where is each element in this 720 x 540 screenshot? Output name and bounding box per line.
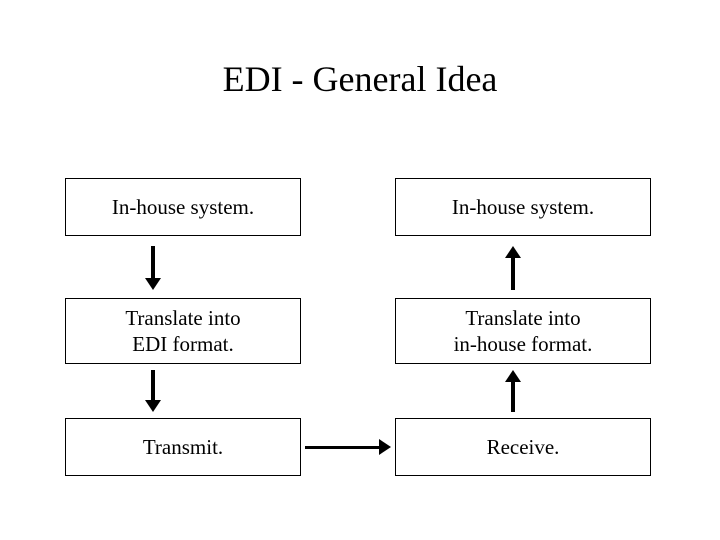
box-label: Receive. [487, 434, 560, 460]
box-translate-inhouse: Translate intoin-house format. [395, 298, 651, 364]
arrow-up-head-icon [505, 370, 521, 382]
arrow-down-icon [151, 370, 155, 400]
box-label: Transmit. [143, 434, 223, 460]
box-label: In-house system. [452, 194, 594, 220]
arrow-down-head-icon [145, 278, 161, 290]
diagram-title: EDI - General Idea [0, 58, 720, 100]
box-label: In-house system. [112, 194, 254, 220]
box-translate-edi: Translate intoEDI format. [65, 298, 301, 364]
box-inhouse-left: In-house system. [65, 178, 301, 236]
arrow-right-icon [305, 446, 379, 449]
box-transmit: Transmit. [65, 418, 301, 476]
arrow-up-icon [511, 382, 515, 412]
arrow-right-head-icon [379, 439, 391, 455]
diagram-canvas: EDI - General Idea In-house system. Tran… [0, 0, 720, 540]
box-label: Translate intoin-house format. [454, 305, 593, 358]
box-receive: Receive. [395, 418, 651, 476]
arrow-down-head-icon [145, 400, 161, 412]
arrow-up-icon [511, 258, 515, 290]
arrow-down-icon [151, 246, 155, 278]
box-label: Translate intoEDI format. [125, 305, 240, 358]
box-inhouse-right: In-house system. [395, 178, 651, 236]
arrow-up-head-icon [505, 246, 521, 258]
